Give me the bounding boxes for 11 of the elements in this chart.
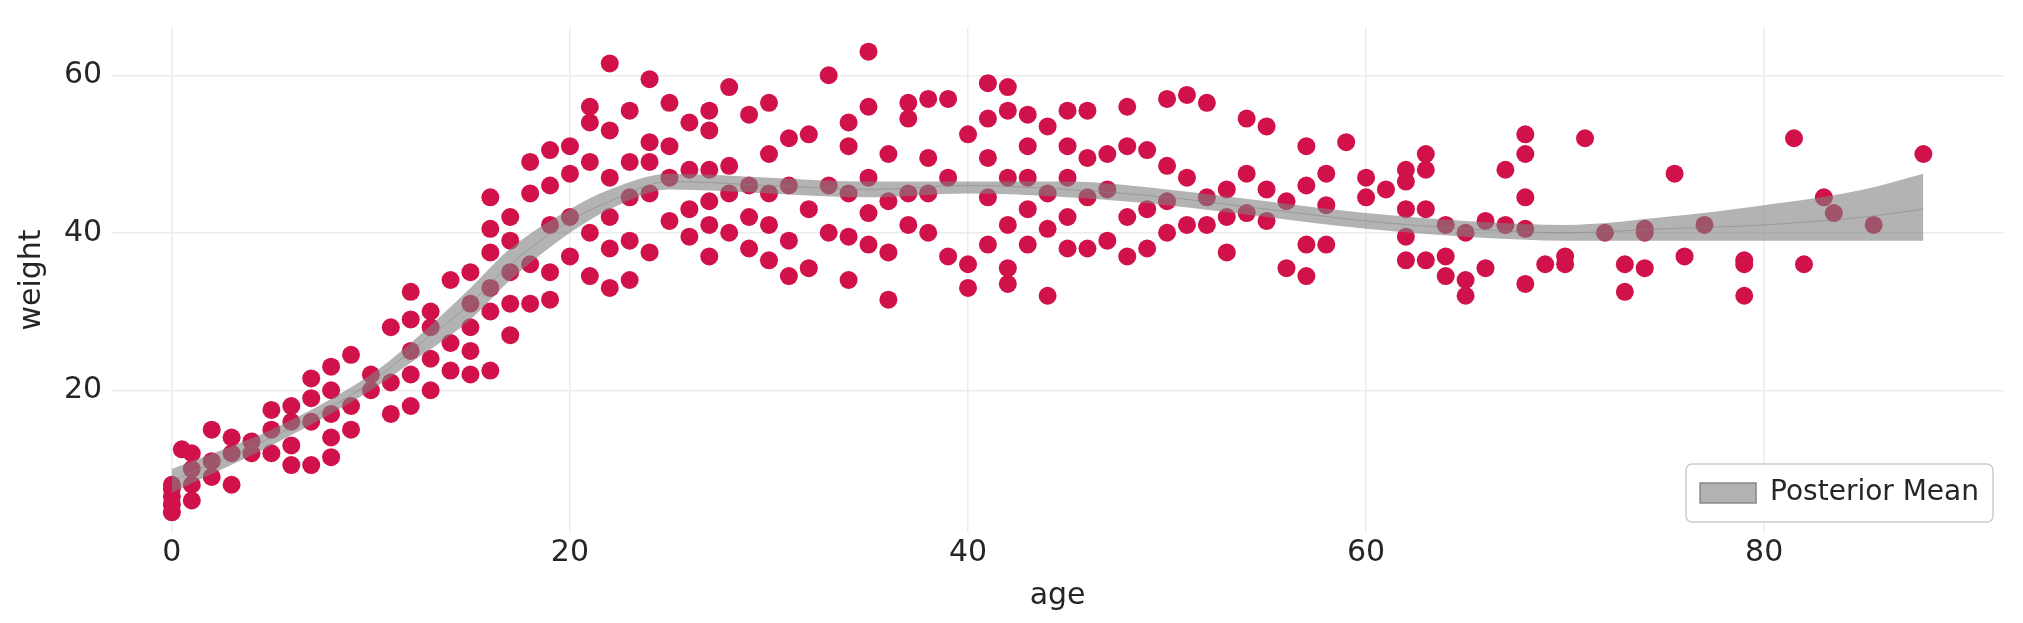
x-tick-label: 80 [1745,532,1784,568]
legend-label: Posterior Mean [1770,474,1979,508]
x-tick-label: 40 [948,532,988,568]
x-tick-label: 0 [162,532,182,568]
x-axis-title: age [1029,575,1086,611]
y-tick-label: 20 [63,370,103,406]
x-tick-label: 60 [1347,532,1386,568]
y-tick-label: 40 [63,212,103,248]
y-axis-title: weight [11,229,47,331]
x-tick-label: 20 [550,532,590,568]
y-tick-label: 60 [63,55,103,91]
